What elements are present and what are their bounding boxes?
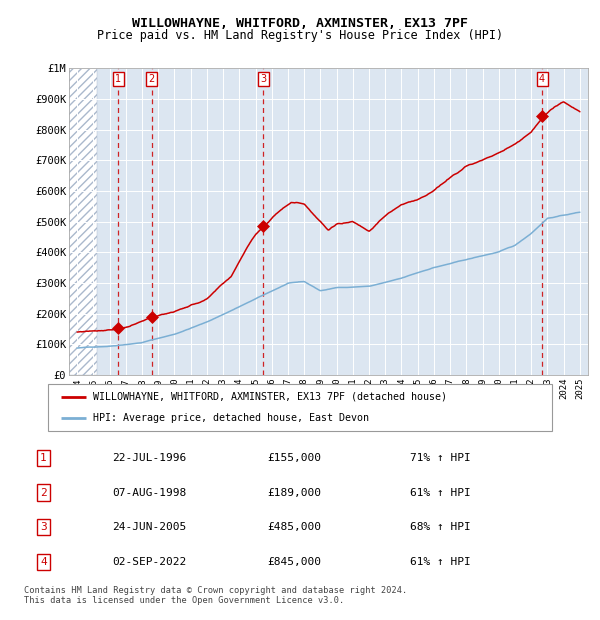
Text: 71% ↑ HPI: 71% ↑ HPI — [410, 453, 471, 463]
Text: 07-AUG-1998: 07-AUG-1998 — [112, 487, 187, 497]
Text: £155,000: £155,000 — [267, 453, 321, 463]
Text: £845,000: £845,000 — [267, 557, 321, 567]
Text: 61% ↑ HPI: 61% ↑ HPI — [410, 487, 471, 497]
Text: Price paid vs. HM Land Registry's House Price Index (HPI): Price paid vs. HM Land Registry's House … — [97, 30, 503, 42]
Text: 3: 3 — [40, 523, 47, 533]
Text: WILLOWHAYNE, WHITFORD, AXMINSTER, EX13 7PF: WILLOWHAYNE, WHITFORD, AXMINSTER, EX13 7… — [132, 17, 468, 30]
Text: 1: 1 — [40, 453, 47, 463]
Text: Contains HM Land Registry data © Crown copyright and database right 2024.
This d: Contains HM Land Registry data © Crown c… — [24, 586, 407, 605]
Text: 2: 2 — [40, 487, 47, 497]
Text: 02-SEP-2022: 02-SEP-2022 — [112, 557, 187, 567]
Text: £485,000: £485,000 — [267, 523, 321, 533]
Text: 22-JUL-1996: 22-JUL-1996 — [112, 453, 187, 463]
Text: 3: 3 — [260, 74, 266, 84]
Text: 4: 4 — [40, 557, 47, 567]
Text: 4: 4 — [539, 74, 545, 84]
Text: 61% ↑ HPI: 61% ↑ HPI — [410, 557, 471, 567]
Text: 24-JUN-2005: 24-JUN-2005 — [112, 523, 187, 533]
Text: 2: 2 — [149, 74, 155, 84]
Bar — [69, 68, 97, 375]
FancyBboxPatch shape — [48, 384, 552, 431]
Bar — [69, 68, 97, 375]
Text: HPI: Average price, detached house, East Devon: HPI: Average price, detached house, East… — [94, 414, 370, 423]
Text: 68% ↑ HPI: 68% ↑ HPI — [410, 523, 471, 533]
Text: £189,000: £189,000 — [267, 487, 321, 497]
Text: WILLOWHAYNE, WHITFORD, AXMINSTER, EX13 7PF (detached house): WILLOWHAYNE, WHITFORD, AXMINSTER, EX13 7… — [94, 392, 448, 402]
Text: 1: 1 — [115, 74, 122, 84]
